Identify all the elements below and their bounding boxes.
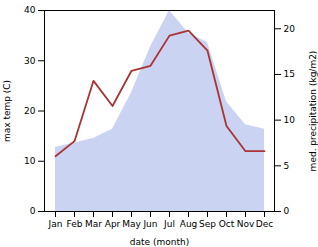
svg-text:Mar: Mar: [85, 219, 102, 229]
svg-text:15: 15: [284, 69, 295, 79]
svg-text:20: 20: [284, 24, 296, 34]
svg-text:30: 30: [24, 56, 36, 66]
svg-text:Nov: Nov: [237, 219, 255, 229]
svg-text:Apr: Apr: [105, 219, 121, 229]
svg-text:Sep: Sep: [199, 219, 216, 229]
svg-text:40: 40: [24, 5, 36, 15]
svg-text:Dec: Dec: [256, 219, 273, 229]
svg-text:Feb: Feb: [67, 219, 83, 229]
svg-text:Jan: Jan: [48, 219, 63, 229]
svg-text:Aug: Aug: [180, 219, 198, 229]
svg-text:Jul: Jul: [163, 219, 175, 229]
svg-text:10: 10: [284, 115, 296, 125]
svg-text:max temp (C): max temp (C): [2, 80, 12, 142]
svg-text:med. precipitation (kg/m2): med. precipitation (kg/m2): [308, 51, 318, 172]
svg-text:10: 10: [24, 156, 36, 166]
svg-text:0: 0: [284, 206, 290, 216]
svg-text:Jun: Jun: [142, 219, 157, 229]
svg-text:May: May: [122, 219, 141, 229]
svg-text:Oct: Oct: [219, 219, 235, 229]
svg-text:20: 20: [24, 106, 36, 116]
svg-text:date (month): date (month): [130, 237, 189, 247]
svg-text:5: 5: [284, 161, 290, 171]
svg-text:0: 0: [30, 206, 36, 216]
